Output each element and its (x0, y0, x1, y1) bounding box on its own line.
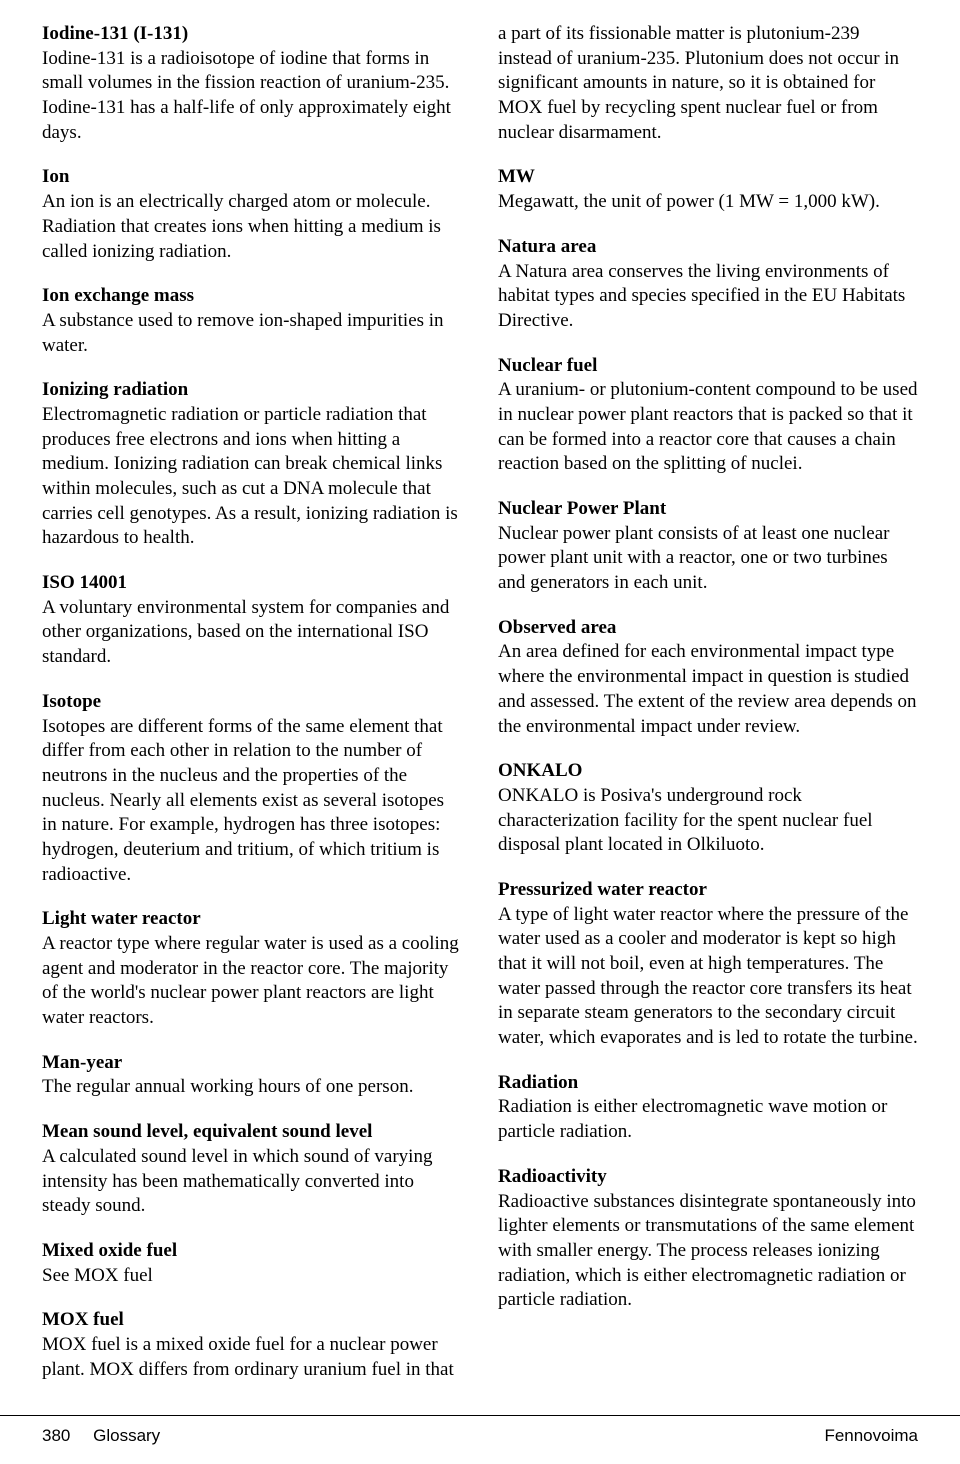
glossary-definition: Electromagnetic radiation or particle ra… (42, 403, 462, 551)
glossary-entry: Pressurized water reactorA type of light… (498, 878, 918, 1051)
glossary-entry: Natura areaA Natura area conserves the l… (498, 235, 918, 334)
glossary-term: ONKALO (498, 759, 918, 784)
page: Iodine-131 (I-131)Iodine-131 is a radioi… (0, 0, 960, 1464)
glossary-term: Mean sound level, equivalent sound level (42, 1120, 462, 1145)
glossary-term: MW (498, 165, 918, 190)
section-name: Glossary (93, 1426, 160, 1445)
glossary-definition: ONKALO is Posiva's underground rock char… (498, 784, 918, 858)
glossary-entry: Nuclear Power PlantNuclear power plant c… (498, 497, 918, 596)
glossary-definition: Nuclear power plant consists of at least… (498, 522, 918, 596)
glossary-definition: A reactor type where regular water is us… (42, 932, 462, 1031)
glossary-entry: Ionizing radiationElectromagnetic radiat… (42, 378, 462, 551)
glossary-term: ISO 14001 (42, 571, 462, 596)
glossary-term: Nuclear Power Plant (498, 497, 918, 522)
glossary-term: Observed area (498, 616, 918, 641)
glossary-term: Radiation (498, 1071, 918, 1096)
glossary-definition: Isotopes are different forms of the same… (42, 715, 462, 888)
glossary-entry: ISO 14001A voluntary environmental syste… (42, 571, 462, 670)
glossary-entry: Nuclear fuelA uranium- or plutonium-cont… (498, 354, 918, 477)
glossary-entry: Mixed oxide fuelSee MOX fuel (42, 1239, 462, 1288)
glossary-definition: The regular annual working hours of one … (42, 1075, 462, 1100)
glossary-entry: Light water reactorA reactor type where … (42, 907, 462, 1030)
glossary-entry: ONKALOONKALO is Posiva's underground roc… (498, 759, 918, 858)
footer-right: Fennovoima (824, 1426, 918, 1446)
glossary-definition: Iodine-131 is a radioisotope of iodine t… (42, 47, 462, 146)
glossary-definition: See MOX fuel (42, 1264, 462, 1289)
glossary-entry: RadioactivityRadioactive substances disi… (498, 1165, 918, 1313)
glossary-definition: An area defined for each environmental i… (498, 640, 918, 739)
glossary-term: Radioactivity (498, 1165, 918, 1190)
glossary-definition: A Natura area conserves the living envir… (498, 260, 918, 334)
glossary-term: Natura area (498, 235, 918, 260)
glossary-term: Ionizing radiation (42, 378, 462, 403)
footer-left: 380 Glossary (42, 1426, 160, 1446)
glossary-term: Mixed oxide fuel (42, 1239, 462, 1264)
glossary-definition: A calculated sound level in which sound … (42, 1145, 462, 1219)
glossary-definition: An ion is an electrically charged atom o… (42, 190, 462, 264)
glossary-entry: Mean sound level, equivalent sound level… (42, 1120, 462, 1219)
glossary-term: Man-year (42, 1051, 462, 1076)
glossary-definition: Radioactive substances disintegrate spon… (498, 1190, 918, 1313)
glossary-definition: A voluntary environmental system for com… (42, 596, 462, 670)
glossary-term: Nuclear fuel (498, 354, 918, 379)
glossary-definition: A uranium- or plutonium-content compound… (498, 378, 918, 477)
glossary-term: Ion (42, 165, 462, 190)
publisher-name: Fennovoima (824, 1426, 918, 1445)
glossary-definition: Megawatt, the unit of power (1 MW = 1,00… (498, 190, 918, 215)
glossary-term: Light water reactor (42, 907, 462, 932)
glossary-term: Iodine-131 (I-131) (42, 22, 462, 47)
glossary-entry: Ion exchange massA substance used to rem… (42, 284, 462, 358)
glossary-columns: Iodine-131 (I-131)Iodine-131 is a radioi… (42, 22, 918, 1402)
glossary-definition: Radiation is either electromagnetic wave… (498, 1095, 918, 1144)
glossary-entry: Iodine-131 (I-131)Iodine-131 is a radioi… (42, 22, 462, 145)
glossary-entry: IonAn ion is an electrically charged ato… (42, 165, 462, 264)
page-number: 380 (42, 1426, 70, 1445)
glossary-entry: Observed areaAn area defined for each en… (498, 616, 918, 739)
glossary-entry: IsotopeIsotopes are different forms of t… (42, 690, 462, 888)
glossary-definition: A substance used to remove ion-shaped im… (42, 309, 462, 358)
glossary-term: Isotope (42, 690, 462, 715)
glossary-entry: RadiationRadiation is either electromagn… (498, 1071, 918, 1145)
glossary-term: Pressurized water reactor (498, 878, 918, 903)
page-footer: 380 Glossary Fennovoima (0, 1415, 960, 1446)
glossary-term: MOX fuel (42, 1308, 462, 1333)
glossary-term: Ion exchange mass (42, 284, 462, 309)
glossary-entry: MWMegawatt, the unit of power (1 MW = 1,… (498, 165, 918, 214)
glossary-entry: Man-yearThe regular annual working hours… (42, 1051, 462, 1100)
glossary-definition: A type of light water reactor where the … (498, 903, 918, 1051)
